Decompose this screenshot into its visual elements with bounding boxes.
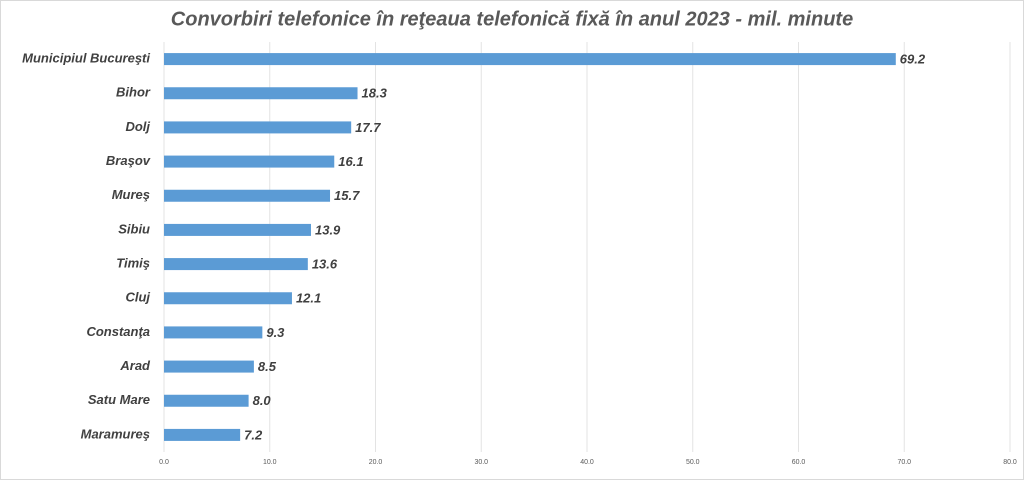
y-tick-label: Municipiul Bucureşti [22, 51, 150, 66]
bar [164, 87, 358, 100]
y-tick-label: Maramureş [81, 426, 150, 441]
bar [164, 428, 241, 441]
x-tick-label: 0.0 [159, 459, 169, 466]
bar [164, 326, 263, 339]
value-label: 12.1 [296, 291, 321, 306]
value-label: 8.0 [253, 393, 272, 408]
y-tick-label: Sibiu [118, 221, 150, 236]
y-tick-label: Satu Mare [88, 392, 150, 407]
bar [164, 258, 308, 271]
x-tick-label: 50.0 [686, 459, 700, 466]
y-tick-label: Arad [119, 358, 151, 373]
value-label: 17.7 [355, 120, 381, 135]
value-label: 13.6 [312, 257, 338, 272]
value-label: 9.3 [266, 325, 285, 340]
chart-title: Convorbiri telefonice în reţeaua telefon… [171, 8, 853, 30]
value-label: 69.2 [900, 52, 926, 67]
bar [164, 223, 311, 236]
x-tick-label: 40.0 [580, 459, 594, 466]
bar [164, 53, 896, 66]
bar [164, 292, 292, 305]
bar [164, 394, 249, 407]
value-label: 7.2 [244, 427, 263, 442]
x-tick-label: 10.0 [263, 459, 277, 466]
y-tick-label: Braşov [106, 153, 151, 168]
bar [164, 360, 254, 373]
x-tick-label: 80.0 [1003, 459, 1017, 466]
bar [164, 155, 335, 168]
bar [164, 121, 352, 134]
x-tick-label: 20.0 [369, 459, 383, 466]
y-tick-label: Dolj [125, 119, 150, 134]
y-tick-label: Cluj [125, 290, 150, 305]
y-tick-label: Bihor [116, 85, 151, 100]
y-tick-label: Constanţa [86, 324, 150, 339]
value-label: 8.5 [258, 359, 277, 374]
value-label: 18.3 [362, 86, 388, 101]
y-tick-label: Timiş [116, 256, 150, 271]
bar [164, 189, 331, 202]
value-label: 16.1 [338, 154, 363, 169]
value-label: 13.9 [315, 222, 341, 237]
y-tick-label: Mureş [112, 187, 150, 202]
x-tick-label: 60.0 [792, 459, 806, 466]
x-tick-label: 30.0 [474, 459, 488, 466]
x-tick-label: 70.0 [897, 459, 911, 466]
value-label: 15.7 [334, 188, 360, 203]
